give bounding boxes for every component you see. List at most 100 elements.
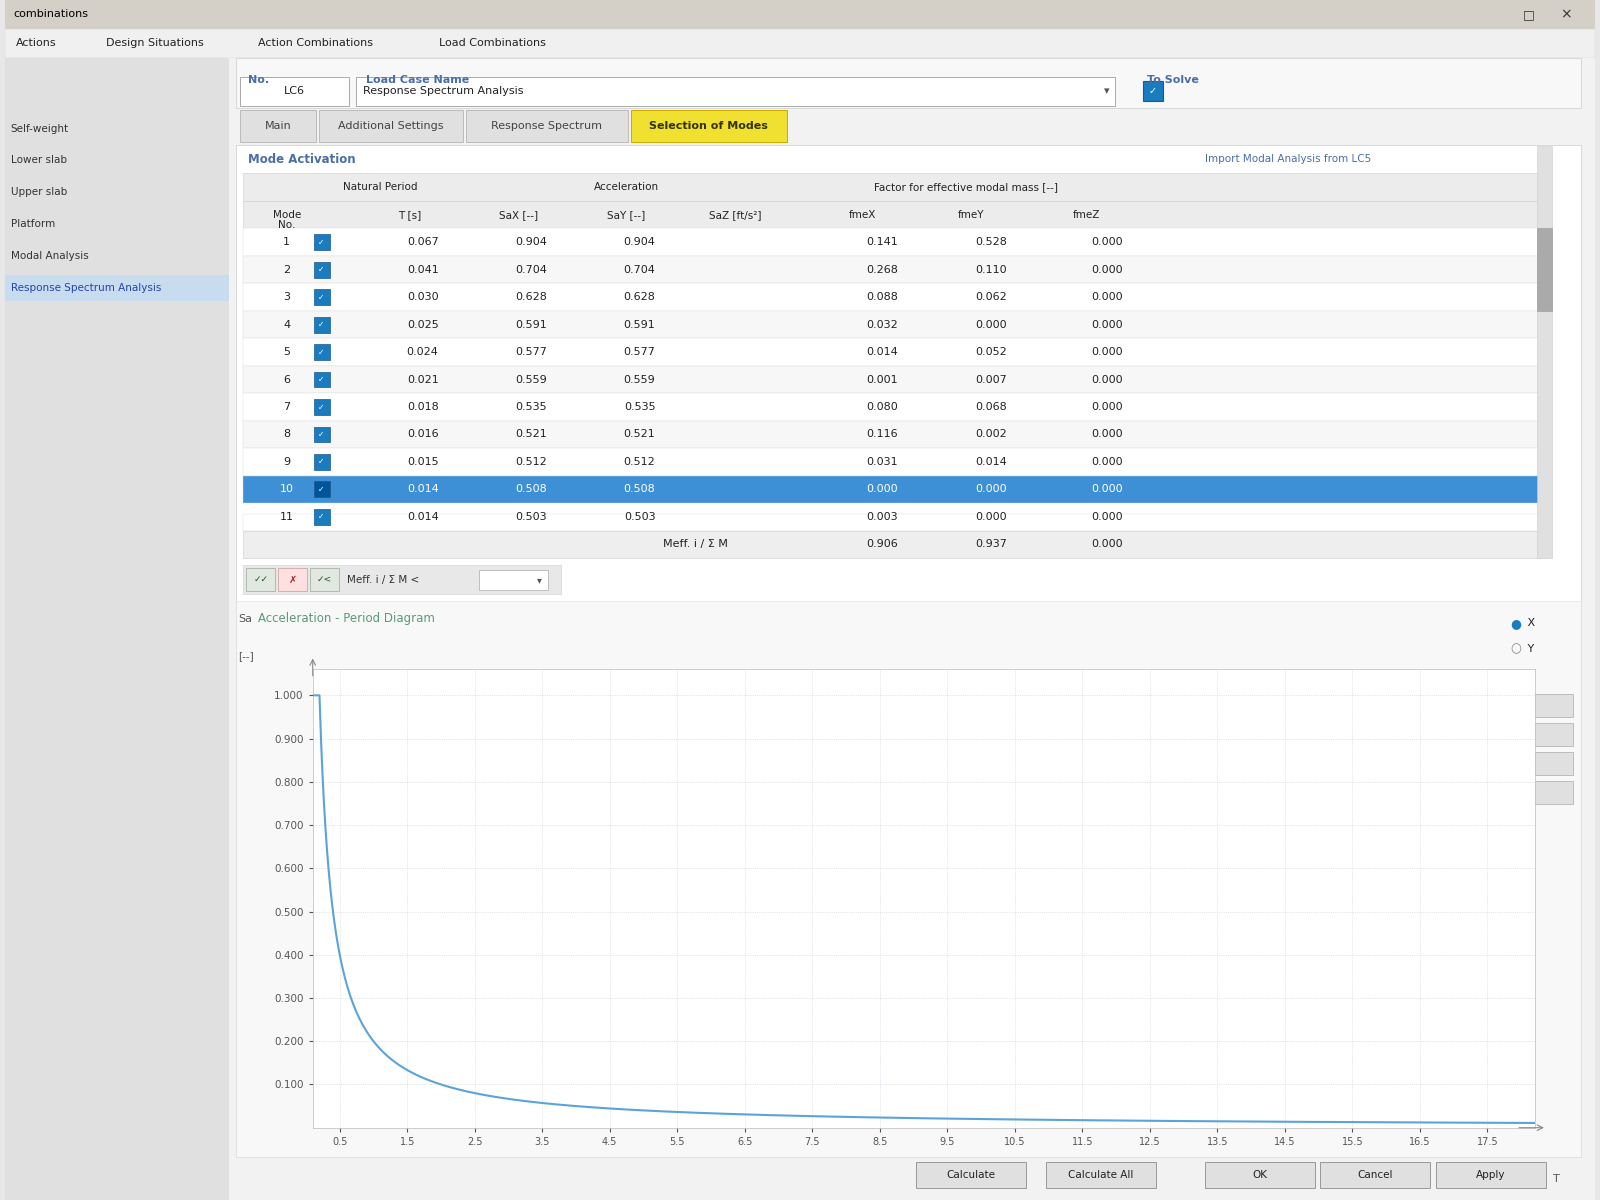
- Text: Self-weight: Self-weight: [11, 124, 69, 133]
- Bar: [243, 421, 1544, 448]
- Bar: [314, 344, 330, 360]
- Text: Lower slab: Lower slab: [11, 156, 67, 166]
- Text: ✓: ✓: [318, 512, 325, 521]
- Text: ✓: ✓: [1149, 86, 1157, 96]
- Text: 0.041: 0.041: [406, 265, 438, 275]
- Text: ✓: ✓: [318, 238, 325, 247]
- Text: 0.016: 0.016: [406, 430, 438, 439]
- Bar: [1046, 1163, 1155, 1188]
- Text: 0.025: 0.025: [406, 319, 438, 330]
- Text: Load Case Name: Load Case Name: [366, 74, 469, 84]
- Text: 0.503: 0.503: [624, 512, 656, 522]
- Bar: [314, 262, 330, 277]
- Text: 0.577: 0.577: [624, 347, 656, 358]
- Text: 0.116: 0.116: [867, 430, 898, 439]
- Text: Actions: Actions: [16, 38, 58, 48]
- Text: Modal Analysis: Modal Analysis: [11, 251, 88, 260]
- Bar: [314, 289, 330, 305]
- Bar: [243, 394, 1544, 421]
- Text: ✓: ✓: [318, 457, 325, 467]
- Bar: [243, 514, 1544, 530]
- Text: Design Situations: Design Situations: [106, 38, 203, 48]
- Text: ✓: ✓: [318, 402, 325, 412]
- Text: Meff. i / Σ M <: Meff. i / Σ M <: [347, 575, 419, 584]
- Text: Acceleration - Period Diagram: Acceleration - Period Diagram: [258, 612, 435, 625]
- Text: 0.937: 0.937: [974, 539, 1006, 550]
- Text: 0.512: 0.512: [515, 457, 547, 467]
- Text: ●: ●: [1510, 617, 1522, 630]
- Text: Mode: Mode: [272, 210, 301, 220]
- Bar: [915, 1163, 1026, 1188]
- Text: Y: Y: [1525, 644, 1534, 654]
- Text: ✓: ✓: [318, 348, 325, 356]
- Text: 0.000: 0.000: [974, 485, 1006, 494]
- Bar: [246, 568, 275, 592]
- Text: 9: 9: [283, 457, 290, 467]
- Text: 0.508: 0.508: [515, 485, 547, 494]
- Text: 0.000: 0.000: [1091, 319, 1123, 330]
- Text: 0.000: 0.000: [1091, 292, 1123, 302]
- Text: Meff. i / Σ M: Meff. i / Σ M: [662, 539, 728, 550]
- Text: 0.906: 0.906: [867, 539, 898, 550]
- Bar: [1538, 228, 1552, 311]
- Text: Cancel: Cancel: [1358, 1170, 1394, 1181]
- Text: ✓: ✓: [318, 485, 325, 494]
- Bar: [229, 58, 1595, 1200]
- Text: 0.000: 0.000: [1091, 238, 1123, 247]
- Bar: [478, 570, 549, 590]
- Text: 0.528: 0.528: [974, 238, 1006, 247]
- Text: Factor for effective modal mass [--]: Factor for effective modal mass [--]: [874, 182, 1058, 192]
- Text: 0.014: 0.014: [406, 485, 438, 494]
- Text: ✓: ✓: [318, 376, 325, 384]
- Bar: [1509, 694, 1573, 718]
- Text: 0.904: 0.904: [624, 238, 656, 247]
- Bar: [314, 400, 330, 415]
- Text: Response Spectrum Analysis: Response Spectrum Analysis: [363, 86, 523, 96]
- Text: Action Combinations: Action Combinations: [258, 38, 373, 48]
- Text: SaZ [ft/s²]: SaZ [ft/s²]: [709, 210, 762, 220]
- Text: ▾: ▾: [1104, 86, 1109, 96]
- Text: No.: No.: [248, 74, 269, 84]
- Text: ○: ○: [1510, 668, 1522, 682]
- Text: 0.021: 0.021: [406, 374, 438, 384]
- Text: Natural Period: Natural Period: [344, 182, 418, 192]
- Text: fmeZ: fmeZ: [1072, 210, 1099, 220]
- Bar: [243, 311, 1544, 338]
- Bar: [318, 110, 462, 142]
- Text: LC6: LC6: [283, 86, 304, 96]
- Text: combinations: combinations: [13, 10, 88, 19]
- Text: 0.068: 0.068: [974, 402, 1006, 412]
- Text: 0.000: 0.000: [1091, 374, 1123, 384]
- Text: Additional Settings: Additional Settings: [338, 121, 443, 131]
- Text: 0.591: 0.591: [515, 319, 547, 330]
- Text: Sa: Sa: [238, 614, 253, 624]
- Text: Selection of Modes: Selection of Modes: [650, 121, 768, 131]
- Text: 0.535: 0.535: [624, 402, 656, 412]
- Bar: [5, 58, 229, 1200]
- Text: 0.031: 0.031: [867, 457, 898, 467]
- Text: 5: 5: [283, 347, 290, 358]
- Text: No.: No.: [278, 220, 296, 230]
- Bar: [243, 530, 1544, 558]
- Text: 0.000: 0.000: [1091, 347, 1123, 358]
- Text: ○: ○: [1510, 643, 1522, 655]
- Text: ×: ×: [1560, 7, 1573, 22]
- Bar: [5, 275, 229, 301]
- Text: 0.014: 0.014: [974, 457, 1006, 467]
- Text: 8: 8: [283, 430, 290, 439]
- Bar: [240, 110, 315, 142]
- Text: ✓<: ✓<: [317, 575, 331, 584]
- Text: T: T: [1554, 1174, 1560, 1183]
- Text: 0.110: 0.110: [974, 265, 1006, 275]
- Bar: [243, 200, 1544, 228]
- Bar: [1437, 1163, 1546, 1188]
- Text: SaX [--]: SaX [--]: [499, 210, 538, 220]
- Text: 0.628: 0.628: [515, 292, 547, 302]
- Text: Acceleration: Acceleration: [594, 182, 659, 192]
- Bar: [5, 0, 1595, 29]
- Text: 0.000: 0.000: [1091, 402, 1123, 412]
- Text: 0.062: 0.062: [974, 292, 1006, 302]
- Bar: [237, 601, 1581, 1157]
- Bar: [240, 77, 349, 106]
- Text: 0.002: 0.002: [974, 430, 1006, 439]
